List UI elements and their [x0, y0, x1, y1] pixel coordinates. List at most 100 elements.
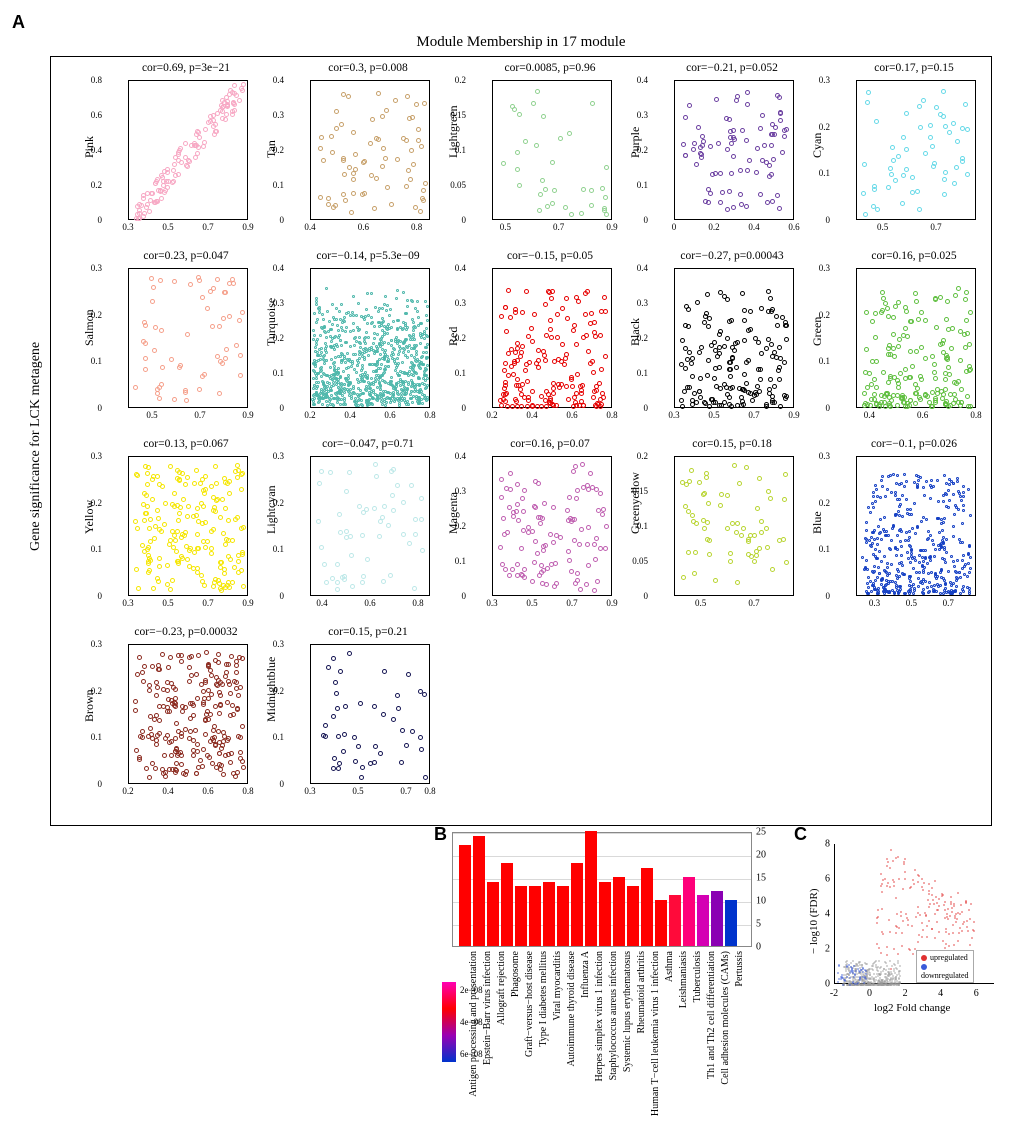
scatter-plotbox	[310, 644, 430, 784]
scatter-plotbox	[492, 268, 612, 408]
scatter-plotbox	[310, 456, 430, 596]
volcano-xlabel: log2 Fold change	[874, 1002, 950, 1014]
scatter-cell-yellow: cor=0.13, p=0.067Yellow00.10.20.30.30.50…	[82, 438, 258, 618]
scatter-title: cor=−0.27, p=0.00043	[660, 250, 804, 262]
scatter-title: cor=0.13, p=0.067	[114, 438, 258, 450]
scatter-title: cor=0.0085, p=0.96	[478, 62, 622, 74]
bar-xlabel: Pertussis	[734, 951, 745, 987]
bar-item	[683, 877, 695, 946]
panel-letter-b: B	[434, 824, 447, 845]
bar-item	[697, 895, 709, 946]
bar-chart	[452, 832, 752, 947]
bar-item	[669, 895, 681, 946]
scatter-cell-blue: cor=−0.1, p=0.026Blue00.10.20.30.30.50.7	[810, 438, 986, 618]
scatter-ylabel: Blue	[810, 511, 825, 534]
panel-a-title: Module Membership in 17 module	[50, 34, 992, 51]
bar-xlabel: Type I diabetes mellitus	[538, 951, 549, 1047]
bar-xlabel: Human T−cell leukemia virus 1 infection	[650, 951, 661, 1116]
bar-item	[473, 836, 485, 946]
bar-item	[571, 863, 583, 946]
scatter-title: cor=0.16, p=0.07	[478, 438, 622, 450]
bar-chart-color-legend: 2e−084e−086e−08	[442, 982, 456, 1062]
bar-xlabel: Graft−versus−host disease	[524, 951, 535, 1057]
scatter-title: cor=−0.15, p=0.05	[478, 250, 622, 262]
bar-item	[585, 831, 597, 946]
volcano-legend: upregulateddownregulated	[916, 950, 974, 983]
scatter-plotbox	[128, 268, 248, 408]
gradient-bar	[442, 982, 456, 1062]
scatter-cell-red: cor=−0.15, p=0.05Red00.10.20.30.40.20.40…	[446, 250, 622, 430]
scatter-plotbox	[492, 80, 612, 220]
scatter-title: cor=−0.14, p=5.3e−09	[296, 250, 440, 262]
scatter-cell-cyan: cor=0.17, p=0.15Cyan00.10.20.30.50.7	[810, 62, 986, 242]
scatter-title: cor=0.15, p=0.18	[660, 438, 804, 450]
scatter-ylabel: Lightcyan	[264, 485, 279, 534]
scatter-cell-brown: cor=−0.23, p=0.00032Brown00.10.20.30.20.…	[82, 626, 258, 806]
bar-item	[459, 845, 471, 946]
bar-xlabel: Th1 and Th2 cell differentiation	[706, 951, 717, 1079]
scatter-plotbox	[674, 268, 794, 408]
scatter-cell-black: cor=−0.27, p=0.00043Black00.10.20.30.40.…	[628, 250, 804, 430]
scatter-plotbox	[128, 456, 248, 596]
scatter-title: cor=−0.1, p=0.026	[842, 438, 986, 450]
scatter-title: cor=0.16, p=0.025	[842, 250, 986, 262]
scatter-title: cor=−0.21, p=0.052	[660, 62, 804, 74]
bar-xlabel: Tuberculosis	[692, 951, 703, 1002]
scatter-cell-magenta: cor=0.16, p=0.07Magenta00.10.20.30.40.30…	[446, 438, 622, 618]
scatter-cell-turquoise: cor=−0.14, p=5.3e−09Turquoise00.10.20.30…	[264, 250, 440, 430]
bar-xlabel: Phagosome	[510, 951, 521, 997]
scatter-cell-midnightblue: cor=0.15, p=0.21Midnightblue00.10.20.30.…	[264, 626, 440, 806]
bar-xlabel: Asthma	[664, 951, 675, 982]
scatter-ylabel: Cyan	[810, 133, 825, 158]
scatter-title: cor=0.15, p=0.21	[296, 626, 440, 638]
scatter-cell-salmon: cor=0.23, p=0.047Salmon00.10.20.30.50.70…	[82, 250, 258, 430]
scatter-plotbox	[674, 456, 794, 596]
bar-item	[487, 882, 499, 946]
scatter-plotbox	[128, 644, 248, 784]
bar-item	[599, 882, 611, 946]
scatter-cell-pink: cor=0.69, p=3e−21Pink00.20.40.60.80.30.5…	[82, 62, 258, 242]
bar-item	[711, 891, 723, 946]
scatter-title: cor=0.23, p=0.047	[114, 250, 258, 262]
bar-item	[655, 900, 667, 946]
panel-letter-a: A	[12, 12, 25, 33]
scatter-ylabel: Green	[810, 317, 825, 346]
scatter-cell-purple: cor=−0.21, p=0.052Purple00.10.20.30.400.…	[628, 62, 804, 242]
scatter-cell-lightcyan: cor=−0.047, p=0.71Lightcyan00.10.20.30.4…	[264, 438, 440, 618]
bar-xlabel: Herpes simplex virus 1 infection	[594, 951, 605, 1082]
panel-letter-c: C	[794, 824, 807, 845]
scatter-plotbox	[128, 80, 248, 220]
scatter-cell-tan: cor=0.3, p=0.008Tan00.10.20.30.40.40.60.…	[264, 62, 440, 242]
bar-item	[515, 886, 527, 946]
scatter-title: cor=−0.047, p=0.71	[296, 438, 440, 450]
bar-item	[613, 877, 625, 946]
bar-item	[557, 886, 569, 946]
scatter-cell-greenyellow: cor=0.15, p=0.18Greenyellow00.050.10.150…	[628, 438, 804, 618]
bar-xlabel: Rheumatoid arthritis	[636, 951, 647, 1034]
scatter-plotbox	[310, 80, 430, 220]
bar-xlabel: Epstein−Barr virus infection	[482, 951, 493, 1065]
bar-xlabel: Staphylococcus aureus infection	[608, 951, 619, 1080]
scatter-plotbox	[856, 456, 976, 596]
scatter-plotbox	[674, 80, 794, 220]
bar-item	[641, 868, 653, 946]
bar-xlabel: Cell adhesion molecules (CAMs)	[720, 951, 731, 1085]
scatter-plotbox	[492, 456, 612, 596]
scatter-plotbox	[856, 268, 976, 408]
scatter-title: cor=0.69, p=3e−21	[114, 62, 258, 74]
scatter-title: cor=−0.23, p=0.00032	[114, 626, 258, 638]
panel-c: -20246 02468 log2 Fold change − log10 (F…	[812, 844, 972, 984]
scatter-cell-lightgreen: cor=0.0085, p=0.96Lightgreen00.050.10.15…	[446, 62, 622, 242]
scatter-plotbox	[310, 268, 430, 408]
bar-item	[725, 900, 737, 946]
panel-a-outer-ylabel: Gene significance for LCK metagene	[28, 342, 44, 551]
bar-xlabel: Influenza A	[580, 951, 591, 998]
bar-item	[543, 882, 555, 946]
scatter-cell-green: cor=0.16, p=0.025Green00.10.20.30.40.60.…	[810, 250, 986, 430]
scatter-title: cor=0.3, p=0.008	[296, 62, 440, 74]
bar-xlabel: Leishmaniasis	[678, 951, 689, 1008]
bar-xlabel: Autoimmune thyroid disease	[566, 951, 577, 1067]
scatter-plotbox	[856, 80, 976, 220]
scatter-title: cor=0.17, p=0.15	[842, 62, 986, 74]
bar-item	[501, 863, 513, 946]
